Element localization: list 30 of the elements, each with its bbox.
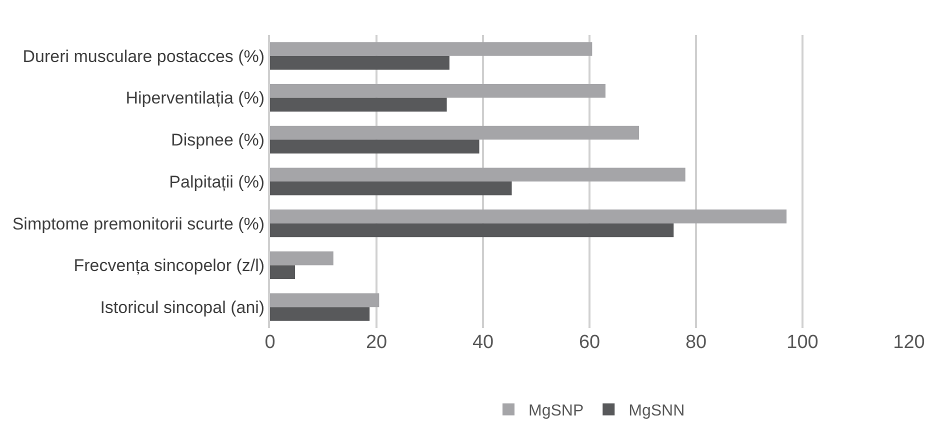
bar [270,126,640,140]
bar [270,168,686,182]
bar [270,140,480,154]
bar [270,84,606,98]
bar [270,182,512,196]
bar [270,223,674,238]
y-tick-label: Palpitații (%) [169,172,265,192]
x-tick-label: 60 [578,332,600,353]
x-tick-label: 0 [264,332,276,353]
y-tick-label: Simptome premonitorii scurte (%) [12,214,265,234]
y-tick-label: Dureri musculare postacces (%) [22,46,265,66]
x-tick-label: 80 [685,332,707,353]
bar [270,265,296,280]
x-tick-label: 20 [366,332,388,353]
bar [270,42,592,56]
x-tick-label: 120 [893,332,925,353]
bar [270,293,380,308]
bar [270,56,450,70]
bar [270,251,334,266]
y-tick-label: Istoricul sincopal (ani) [100,298,265,318]
legend-label: MgSNP [528,402,584,420]
x-tick-label: 100 [786,332,818,353]
bar [270,307,370,321]
y-tick-label: Frecvența sincopelor (z/l) [74,256,265,276]
y-tick-label: Dispnee (%) [171,130,265,150]
x-tick-label: 40 [472,332,494,353]
legend-label: MgSNN [628,402,685,420]
bar [270,210,787,224]
y-tick-label: Hiperventilația (%) [126,88,265,108]
bar [270,98,447,112]
